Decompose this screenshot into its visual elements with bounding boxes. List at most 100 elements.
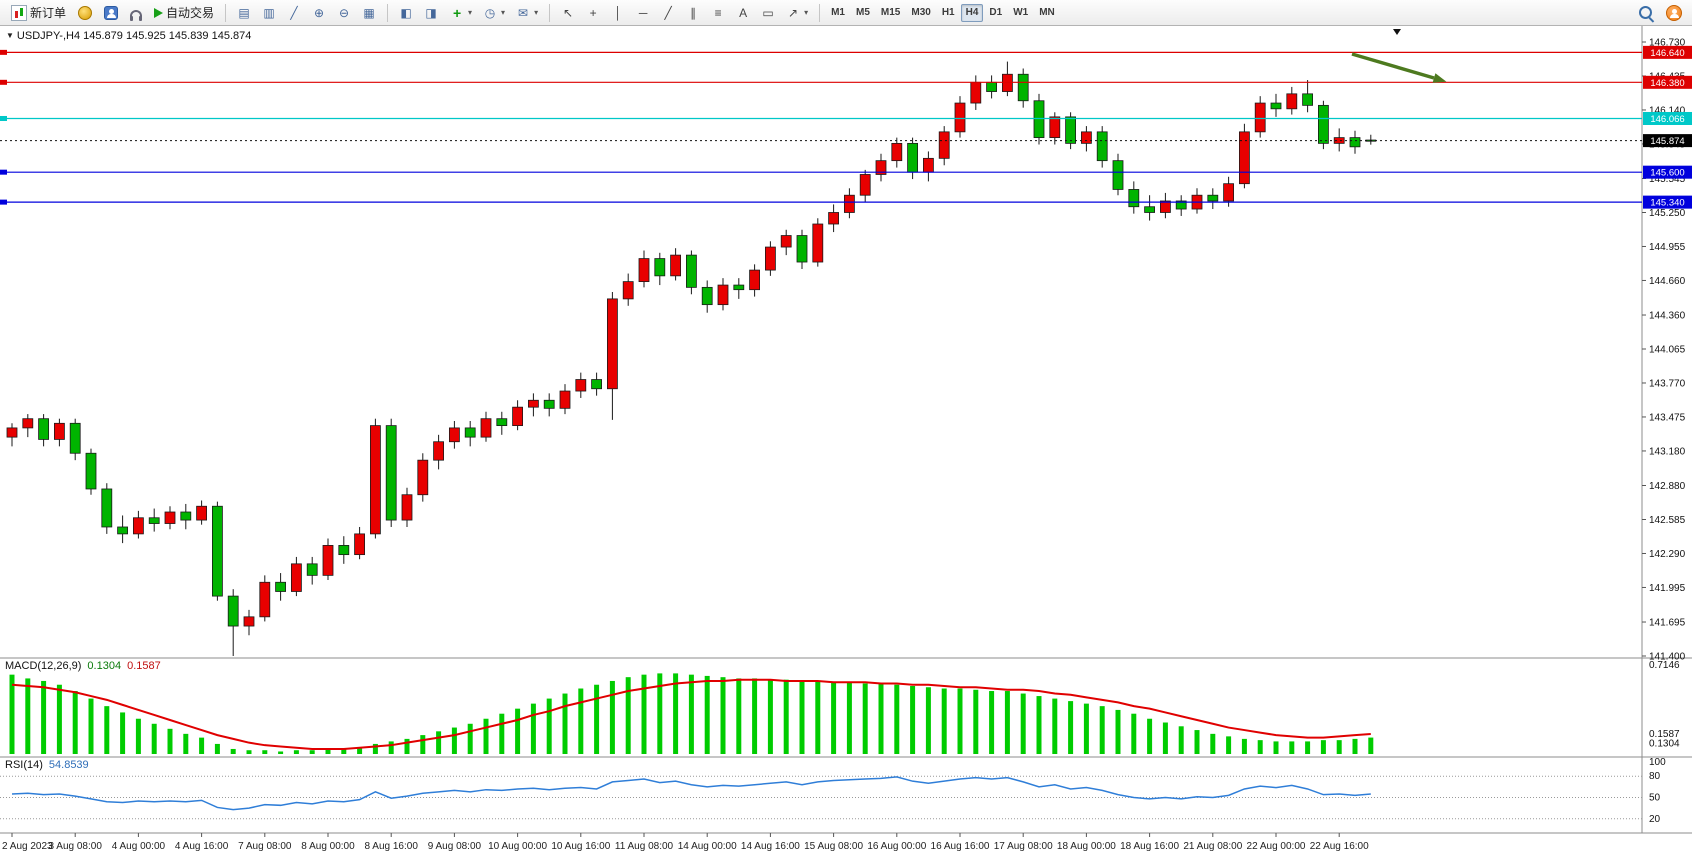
candle-body: [607, 298, 618, 390]
channel-icon: ∥: [690, 5, 697, 20]
macd-histogram-bar: [1257, 740, 1263, 754]
candle-body: [796, 235, 808, 263]
zoom-in-button[interactable]: ⊕: [307, 3, 331, 23]
timeframe-button-m15[interactable]: M15: [876, 4, 905, 22]
support-button[interactable]: [125, 3, 147, 23]
macd-histogram-bar: [1241, 738, 1247, 754]
candle-body: [148, 517, 160, 524]
candle-body: [275, 581, 287, 592]
macd-histogram-bar: [515, 708, 521, 754]
macd-histogram-bar: [388, 741, 394, 754]
timeframe-button-h4[interactable]: H4: [960, 3, 984, 22]
macd-histogram-bar: [783, 679, 789, 754]
candle-body: [22, 418, 34, 429]
macd-histogram-bar: [404, 738, 410, 754]
cursor-button[interactable]: ↖: [556, 3, 580, 23]
label-button[interactable]: ▭: [756, 3, 780, 23]
line-anchor-marker[interactable]: [0, 169, 7, 175]
add-indicator-button[interactable]: + ▾: [445, 3, 477, 23]
time-tick-label: 16 Aug 16:00: [931, 841, 990, 852]
new-order-button[interactable]: 新订单: [6, 3, 71, 23]
text-button[interactable]: A: [731, 3, 755, 23]
crosshair-icon: +: [589, 5, 597, 20]
price-tick-label: 146.140: [1649, 105, 1686, 116]
annotation-arrow[interactable]: [1351, 52, 1435, 80]
macd-histogram-bar: [1115, 709, 1121, 754]
macd-histogram-bar: [499, 713, 505, 754]
line-anchor-marker[interactable]: [0, 115, 7, 121]
chart-shift-button[interactable]: ◨: [419, 3, 443, 23]
candle-body: [970, 81, 982, 104]
candlestick-chart-button[interactable]: ▥: [257, 3, 281, 23]
timeframe-button-d1[interactable]: D1: [984, 4, 1007, 22]
price-tick-label: 141.995: [1649, 583, 1686, 594]
account-badge[interactable]: [1666, 4, 1682, 21]
community-button[interactable]: [99, 3, 123, 23]
horizontal-line-button[interactable]: ─: [631, 3, 655, 23]
channel-button[interactable]: ∥: [681, 3, 705, 23]
timeframe-button-m1[interactable]: M1: [826, 4, 850, 22]
macd-histogram-bar: [957, 688, 963, 754]
chart-window[interactable]: 146.730146.435146.140145.845145.545145.2…: [0, 26, 1692, 856]
time-tick-label: 9 Aug 08:00: [428, 841, 482, 852]
chevron-down-icon[interactable]: ▾: [501, 8, 506, 17]
algo-trading-button[interactable]: 自动交易: [149, 3, 219, 23]
chevron-down-icon[interactable]: ▾: [804, 8, 809, 17]
price-tick-label: 145.250: [1649, 208, 1686, 219]
time-tick-label: 15 Aug 08:00: [804, 841, 863, 852]
price-tick-label: 144.660: [1649, 276, 1686, 287]
price-tick-label: 143.475: [1649, 412, 1686, 423]
candle-body: [54, 422, 65, 440]
macd-histogram-bar: [1320, 740, 1326, 754]
candle-body: [575, 379, 587, 392]
line-chart-button[interactable]: ╱: [282, 3, 306, 23]
tile-windows-button[interactable]: ▦: [357, 3, 381, 23]
chevron-down-icon[interactable]: ▾: [534, 8, 539, 17]
fibonacci-button[interactable]: ≡: [706, 3, 730, 23]
price-tick-label: 146.730: [1649, 38, 1686, 49]
arrow-tool-button[interactable]: ↗ ▾: [781, 3, 813, 23]
line-anchor-marker[interactable]: [0, 49, 7, 55]
text-icon: A: [739, 5, 748, 20]
macd-histogram-bar: [862, 683, 868, 754]
market-depth-button[interactable]: [73, 3, 97, 23]
timeframe-button-h1[interactable]: H1: [937, 4, 960, 22]
zoom-out-button[interactable]: ⊖: [332, 3, 356, 23]
macd-histogram-bar: [246, 750, 252, 754]
chart-canvas[interactable]: 146.730146.435146.140145.845145.545145.2…: [0, 26, 1692, 856]
candle-body: [1081, 131, 1092, 144]
macd-histogram-bar: [1336, 740, 1342, 754]
candle-body: [1096, 131, 1108, 162]
price-tick-label: 142.290: [1649, 549, 1686, 560]
macd-histogram-bar: [230, 748, 236, 754]
price-badge: [1643, 134, 1692, 148]
candle-body: [1270, 102, 1282, 110]
timeframe-button-m5[interactable]: M5: [851, 4, 875, 22]
auto-scroll-button[interactable]: ◧: [394, 3, 418, 23]
bars-chart-button[interactable]: ▤: [232, 3, 256, 23]
annotation-arrow-head[interactable]: [1432, 73, 1447, 83]
timeframe-button-w1[interactable]: W1: [1008, 4, 1033, 22]
period-clock-button[interactable]: ◷ ▾: [478, 3, 510, 23]
price-tick-label: 143.180: [1649, 446, 1686, 457]
alerts-envelope-button[interactable]: ✉ ▾: [511, 3, 543, 23]
vertical-line-button[interactable]: │: [606, 3, 630, 23]
timeframe-button-mn[interactable]: MN: [1034, 4, 1060, 22]
trendline-button[interactable]: ╱: [656, 3, 680, 23]
search-icon[interactable]: [1639, 6, 1652, 19]
chevron-down-icon[interactable]: ▾: [468, 8, 473, 17]
macd-histogram-bar: [483, 718, 489, 754]
candle-body: [180, 511, 192, 521]
time-tick-label: 8 Aug 00:00: [301, 841, 355, 852]
macd-histogram-bar: [88, 698, 94, 754]
timeframe-button-m30[interactable]: M30: [906, 4, 935, 22]
candle-body: [1049, 116, 1061, 139]
market-depth-icon: [78, 6, 93, 20]
crosshair-button[interactable]: +: [581, 3, 605, 23]
macd-signal-axis-label: 0.1587: [1649, 729, 1680, 740]
line-anchor-marker[interactable]: [0, 199, 7, 205]
chart-shift-icon: ◨: [425, 5, 437, 20]
candle-body: [448, 427, 460, 443]
candle-body: [496, 418, 508, 427]
line-anchor-marker[interactable]: [0, 79, 7, 85]
